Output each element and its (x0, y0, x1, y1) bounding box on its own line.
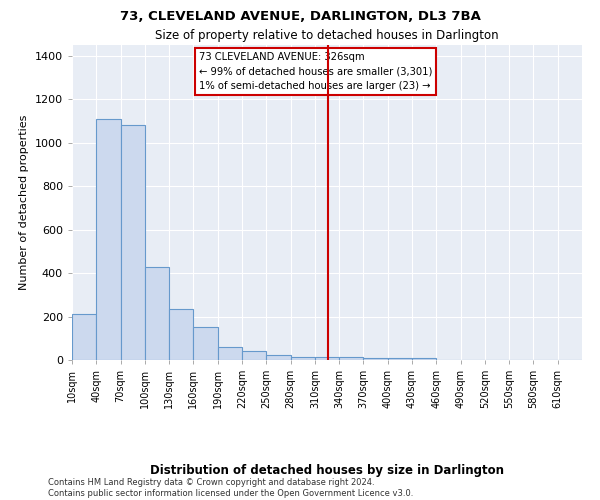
Text: 73, CLEVELAND AVENUE, DARLINGTON, DL3 7BA: 73, CLEVELAND AVENUE, DARLINGTON, DL3 7B… (119, 10, 481, 23)
Bar (364, 358, 388, 360)
Bar (315, 356, 339, 360)
Bar (169, 309, 193, 360)
Bar (72, 314, 96, 360)
Bar (121, 126, 145, 360)
Bar (388, 358, 412, 360)
Bar (266, 354, 290, 360)
Text: Contains HM Land Registry data © Crown copyright and database right 2024.
Contai: Contains HM Land Registry data © Crown c… (48, 478, 413, 498)
Bar (339, 356, 364, 360)
Bar (290, 356, 315, 360)
Text: 73 CLEVELAND AVENUE: 326sqm
← 99% of detached houses are smaller (3,301)
1% of s: 73 CLEVELAND AVENUE: 326sqm ← 99% of det… (199, 52, 433, 91)
Bar (412, 358, 436, 360)
Bar (96, 119, 121, 360)
Bar (242, 352, 266, 360)
Y-axis label: Number of detached properties: Number of detached properties (19, 115, 29, 290)
X-axis label: Distribution of detached houses by size in Darlington: Distribution of detached houses by size … (150, 464, 504, 477)
Title: Size of property relative to detached houses in Darlington: Size of property relative to detached ho… (155, 30, 499, 43)
Bar (218, 347, 242, 360)
Bar (193, 328, 218, 360)
Bar (145, 266, 169, 360)
